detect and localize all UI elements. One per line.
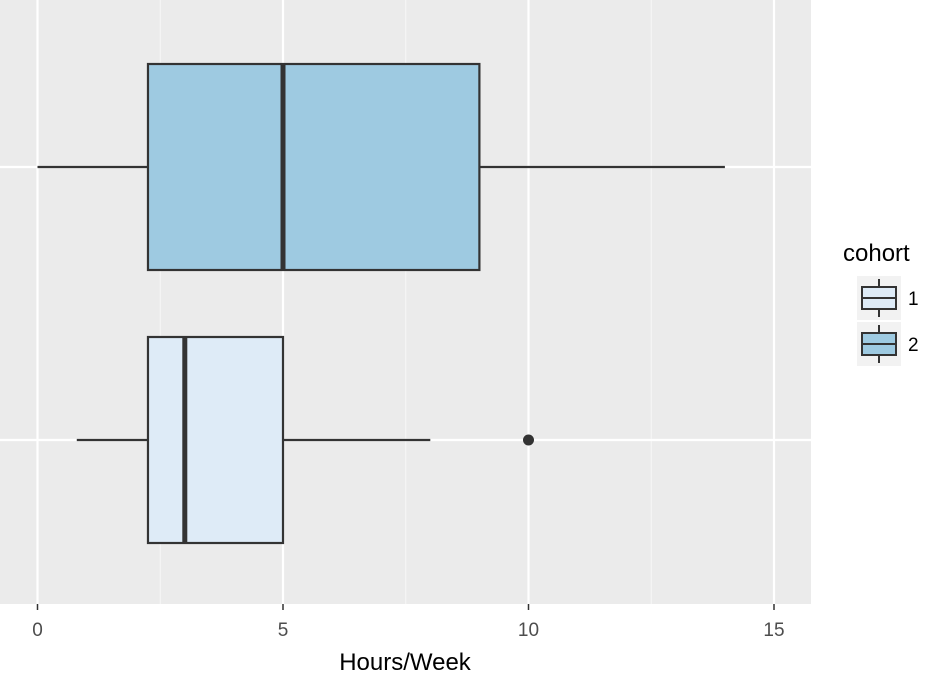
box-series xyxy=(37,62,725,545)
legend-label: 1 xyxy=(908,289,919,310)
legend-item-cohort-1: 1 xyxy=(857,276,919,320)
x-axis-ticks: 0 5 10 15 xyxy=(32,604,785,641)
x-tick-label: 15 xyxy=(763,620,784,641)
x-tick-label: 0 xyxy=(32,620,43,641)
x-axis-title: Hours/Week xyxy=(339,649,472,676)
box-iqr xyxy=(146,335,285,545)
x-tick-label: 5 xyxy=(278,620,289,641)
box-group-cohort-1 xyxy=(76,335,534,545)
legend: cohort 1 2 xyxy=(843,240,919,366)
x-tick-label: 10 xyxy=(518,620,539,641)
box-group-cohort-2 xyxy=(37,62,725,272)
box-iqr xyxy=(146,62,481,272)
outlier-point xyxy=(523,434,534,446)
legend-title: cohort xyxy=(843,240,910,267)
legend-label: 2 xyxy=(908,335,919,356)
legend-item-cohort-2: 2 xyxy=(857,322,919,366)
